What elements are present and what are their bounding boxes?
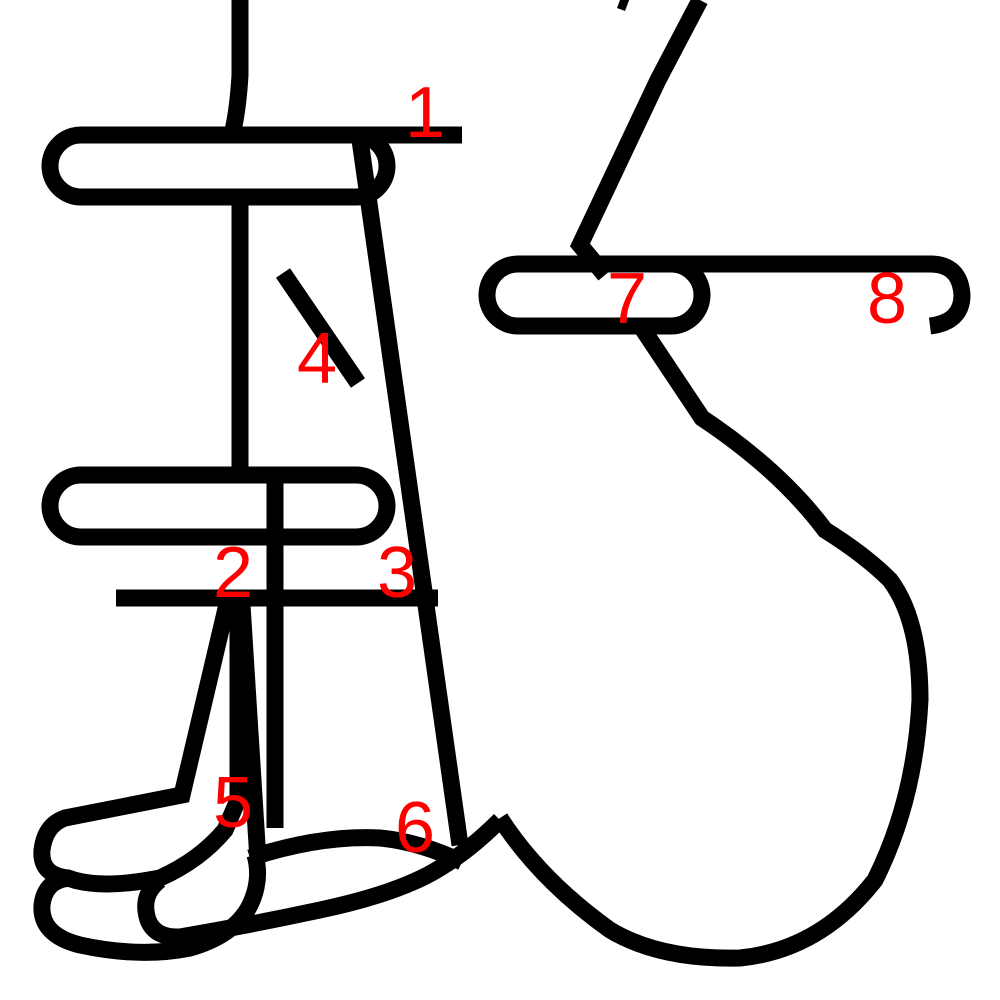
short-diagonal-line: [275, 268, 366, 388]
label-4: 4: [297, 319, 337, 399]
long-diagonal-line: [351, 138, 469, 847]
top-tick-mark: [617, 0, 630, 11]
label-8: 8: [867, 259, 907, 339]
upper-stem-line: [223, 0, 249, 137]
right-upper-diagonal: [569, 0, 708, 281]
foot-upper-outline: [137, 813, 507, 946]
middle-pill: [41, 466, 396, 546]
label-5: 5: [213, 763, 253, 843]
left-leg-outline: [33, 598, 247, 893]
left-leg-inner-line: [233, 604, 267, 861]
right-body-outline: [492, 320, 929, 967]
top-pill: [41, 126, 396, 206]
label-7: 7: [607, 259, 647, 339]
right-bar-line: [590, 255, 971, 335]
label-1: 1: [405, 73, 445, 153]
label-3: 3: [377, 533, 417, 613]
label-2: 2: [213, 533, 253, 613]
foot-middle-line: [247, 829, 466, 870]
foot-lower-outline: [33, 852, 267, 961]
label-6: 6: [395, 788, 435, 868]
